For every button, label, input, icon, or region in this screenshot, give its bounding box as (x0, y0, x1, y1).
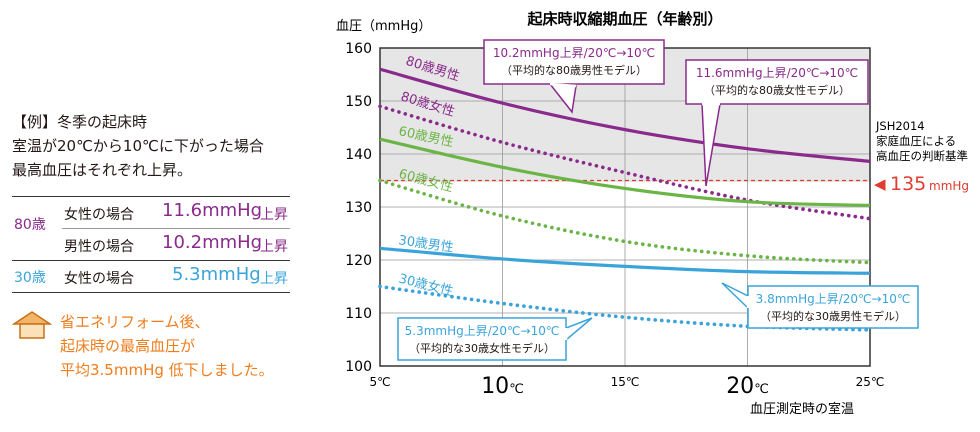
callout-text: 3.8mmHg上昇/20℃→10℃ (756, 292, 911, 306)
series-line-30-male (379, 246, 871, 275)
callout-subtext: （平均的な30歳女性モデル） (409, 341, 555, 355)
callout-text: 5.3mmHg上昇/20℃→10℃ (405, 324, 560, 338)
row-value: 10.2mmHg (162, 232, 263, 253)
x-axis-label: 血圧測定時の室温 (750, 401, 854, 417)
threshold-value: 135 (890, 173, 926, 195)
series-layer (378, 67, 872, 332)
chart-title: 起床時収縮期血圧（年齢別） (526, 10, 722, 28)
row-rise: 上昇 (260, 239, 288, 255)
table-mid-rule (62, 228, 290, 229)
threshold-note-1: JSH2014 (875, 119, 925, 133)
y-tick-label: 150 (345, 94, 372, 110)
table-row: 80歳 女性の場合 11.6mmHg 上昇 (12, 200, 292, 233)
table-bottom-rule (12, 292, 290, 293)
callout-subtext: （平均的な80歳男性モデル） (501, 63, 647, 77)
x-tick-labels: 5℃ 10℃ 15℃ 20℃ 25℃ (369, 374, 884, 399)
x-tick-label: 15℃ (611, 375, 640, 389)
renovation-note: 省エネリフォーム後、 起床時の最高血圧が 平均3.5mmHg 低下しました。 (6, 308, 296, 408)
callouts: 10.2mmHg上昇/20℃→10℃ （平均的な80歳男性モデル） 11.6mmHg… (397, 39, 919, 361)
example-line-3: 最高血圧はそれぞれ上昇。 (12, 161, 193, 179)
example-title: 【例】冬季の起床時 (12, 113, 148, 131)
series-label-30-female: 30歳女性 (397, 271, 455, 300)
x-tick-label: 20℃ (726, 374, 769, 399)
series-line-80-male (379, 67, 871, 164)
row-value: 11.6mmHg (162, 200, 263, 221)
y-tick-labels: 100 110 120 130 140 150 160 (345, 41, 372, 375)
callout-text: 10.2mmHg上昇/20℃→10℃ (493, 46, 655, 60)
x-tick-label: 25℃ (856, 375, 885, 389)
threshold-marker-icon: ◀ (874, 175, 886, 193)
example-panel: 【例】冬季の起床時 室温が20℃から10℃に下がった場合 最高血圧はそれぞれ上昇… (6, 0, 296, 432)
example-line-2: 室温が20℃から10℃に下がった場合 (12, 137, 264, 155)
callout-subtext: （平均的な80歳女性モデル） (704, 83, 850, 97)
row-value: 5.3mmHg (172, 264, 261, 285)
table-row: 30歳 女性の場合 5.3mmHg 上昇 (12, 264, 292, 290)
series-line-60-male (379, 137, 871, 208)
row-age: 80歳 (14, 217, 46, 233)
table-top-rule (12, 196, 290, 197)
y-tick-label: 140 (345, 147, 372, 163)
callout-box: 11.6mmHg上昇/20℃→10℃ （平均的な80歳女性モデル） (685, 59, 869, 187)
callout-box: 10.2mmHg上昇/20℃→10℃ （平均的な80歳男性モデル） (483, 39, 665, 114)
y-tick-label: 110 (345, 306, 372, 322)
y-axis-label: 血圧（mmHg） (336, 19, 431, 34)
callout-box: 5.3mmHg上昇/20℃→10℃ （平均的な30歳女性モデル） (397, 317, 593, 361)
series-line-60-female (378, 178, 872, 265)
row-rise: 上昇 (260, 271, 288, 287)
renovation-line-3: 平均3.5mmHg 低下しました。 (60, 361, 274, 379)
row-rise: 上昇 (260, 207, 288, 223)
renovation-line-1: 省エネリフォーム後、 (60, 313, 210, 331)
callout-subtext: （平均的な30歳男性モデル） (760, 309, 906, 323)
table-mid-rule-2 (12, 260, 290, 261)
threshold-note-2: 家庭血圧による (876, 134, 956, 148)
series-line-80-female (378, 104, 872, 221)
threshold-unit: mmHg (929, 179, 969, 193)
y-tick-label: 100 (345, 359, 372, 375)
callout-box: 3.8mmHg上昇/20℃→10℃ （平均的な30歳男性モデル） (721, 282, 919, 329)
table-row: 男性の場合 10.2mmHg 上昇 (12, 232, 292, 258)
house-icon (12, 311, 52, 339)
y-tick-label: 120 (345, 253, 372, 269)
x-tick-label: 5℃ (369, 375, 390, 389)
row-age: 30歳 (14, 270, 46, 286)
row-gender: 男性の場合 (64, 239, 134, 255)
callout-text: 11.6mmHg上昇/20℃→10℃ (696, 66, 858, 80)
x-tick-label: 10℃ (481, 374, 524, 399)
y-tick-label: 130 (345, 200, 372, 216)
threshold-note-3: 高血圧の判断基準 (876, 149, 968, 163)
row-gender: 女性の場合 (64, 271, 134, 287)
row-gender: 女性の場合 (64, 207, 134, 223)
renovation-line-2: 起床時の最高血圧が (60, 337, 196, 355)
y-tick-label: 160 (345, 41, 372, 57)
